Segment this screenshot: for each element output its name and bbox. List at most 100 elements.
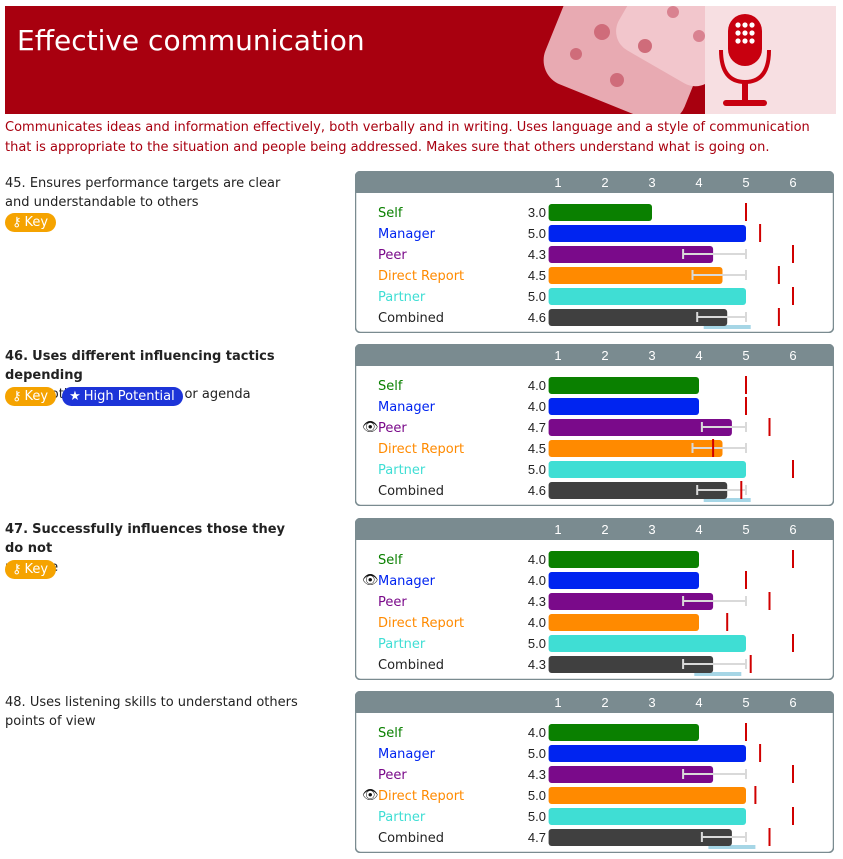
series-label: Peer [378,248,407,263]
key-badge[interactable]: ⚷ Key [5,213,57,232]
combined-range-band [703,325,751,329]
question-47-chart: 1 2 3 4 5 6 Self 4.0 👁 Manager 4.0 Peer 4.3 Direct Re… [355,518,834,680]
bar [548,787,746,804]
x-tick-label: 3 [648,695,655,710]
value-label: 5.0 [528,462,546,477]
question-number: 47. [5,522,29,537]
bar [548,482,728,499]
bar [548,593,714,610]
eye-icon: 👁 [362,573,379,588]
bar [548,204,652,221]
star-icon: ★ [69,389,81,404]
x-tick-label: 1 [554,175,561,190]
series-label: Manager [378,574,436,589]
bar [548,225,746,242]
eye-icon: 👁 [362,420,379,435]
bar [548,288,746,305]
combined-range-band [708,845,756,849]
x-tick-label: 5 [742,175,749,190]
question-label: Successfully influences those they do no… [5,522,286,556]
bar [548,808,746,825]
bar [548,572,699,589]
series-label: Partner [378,290,426,305]
x-tick-label: 2 [601,348,608,363]
value-label: 5.0 [528,809,546,824]
key-badge[interactable]: ⚷ Key [5,387,57,406]
bar [548,766,714,783]
high-potential-badge[interactable]: ★ High Potential [62,387,183,406]
series-label: Partner [378,637,426,652]
x-tick-label: 3 [648,175,655,190]
question-46-chart: 1 2 3 4 5 6 Self 4.0 Manager 4.0 👁 Peer 4.7 Direct Re… [355,344,834,506]
question-label: Ensures performance targets are clear an… [5,176,281,210]
question-48-text: 48. Uses listening skills to understand … [5,693,305,731]
series-label: Partner [378,463,426,478]
x-tick-label: 1 [554,695,561,710]
value-label: 5.0 [528,636,546,651]
value-label: 4.6 [528,310,546,325]
series-label: Self [378,553,403,568]
value-label: 4.3 [528,247,546,262]
value-label: 4.0 [528,573,546,588]
axis-header [355,518,834,540]
mic-backdrop [705,6,836,114]
series-label: Direct Report [378,789,464,804]
x-tick-label: 6 [789,175,796,190]
series-label: Peer [378,595,407,610]
question-45-badges: ⚷ Key [5,213,57,232]
question-label: Uses listening skills to understand othe… [5,695,298,729]
series-label: Self [378,206,403,221]
microphone-icon [719,14,771,106]
series-label: Direct Report [378,442,464,457]
combined-range-band [703,498,751,502]
header-art [543,6,836,114]
value-label: 4.0 [528,399,546,414]
value-label: 4.3 [528,767,546,782]
value-label: 5.0 [528,289,546,304]
x-tick-label: 1 [554,522,561,537]
bar [548,377,699,394]
bar [548,829,732,846]
value-label: 5.0 [528,746,546,761]
series-label: Manager [378,747,436,762]
value-label: 4.5 [528,268,546,283]
header-banner: Effective communication [5,6,836,114]
question-number: 45. [5,176,26,191]
question-label: Uses different influencing tactics depen… [5,349,275,383]
axis-header [355,171,834,193]
bar [548,246,714,263]
axis-header [355,691,834,713]
question-46-badges: ⚷ Key ★ High Potential [5,387,183,406]
bar [548,724,699,741]
bar [548,551,699,568]
key-badge-label: Key [24,389,49,404]
series-label: Self [378,726,403,741]
value-label: 3.0 [528,205,546,220]
x-tick-label: 4 [695,175,702,190]
eye-icon: 👁 [362,788,379,803]
bar [548,745,746,762]
value-label: 4.5 [528,441,546,456]
combined-range-band [694,672,742,676]
key-badge-label: Key [24,215,49,230]
value-label: 5.0 [528,788,546,803]
value-label: 4.0 [528,552,546,567]
value-label: 4.3 [528,594,546,609]
bar [548,419,732,436]
x-tick-label: 6 [789,522,796,537]
x-tick-label: 6 [789,695,796,710]
bar [548,267,723,284]
bar [548,635,746,652]
key-badge[interactable]: ⚷ Key [5,560,57,579]
bar [548,614,699,631]
series-label: Combined [378,311,444,326]
key-icon: ⚷ [12,215,22,230]
key-icon: ⚷ [12,562,22,577]
key-icon: ⚷ [12,389,22,404]
x-tick-label: 5 [742,522,749,537]
question-48-chart: 1 2 3 4 5 6 Self 4.0 Manager 5.0 Peer 4.3 👁 Direct Re… [355,691,834,853]
value-label: 4.0 [528,725,546,740]
x-tick-label: 1 [554,348,561,363]
bar [548,309,728,326]
x-tick-label: 4 [695,522,702,537]
